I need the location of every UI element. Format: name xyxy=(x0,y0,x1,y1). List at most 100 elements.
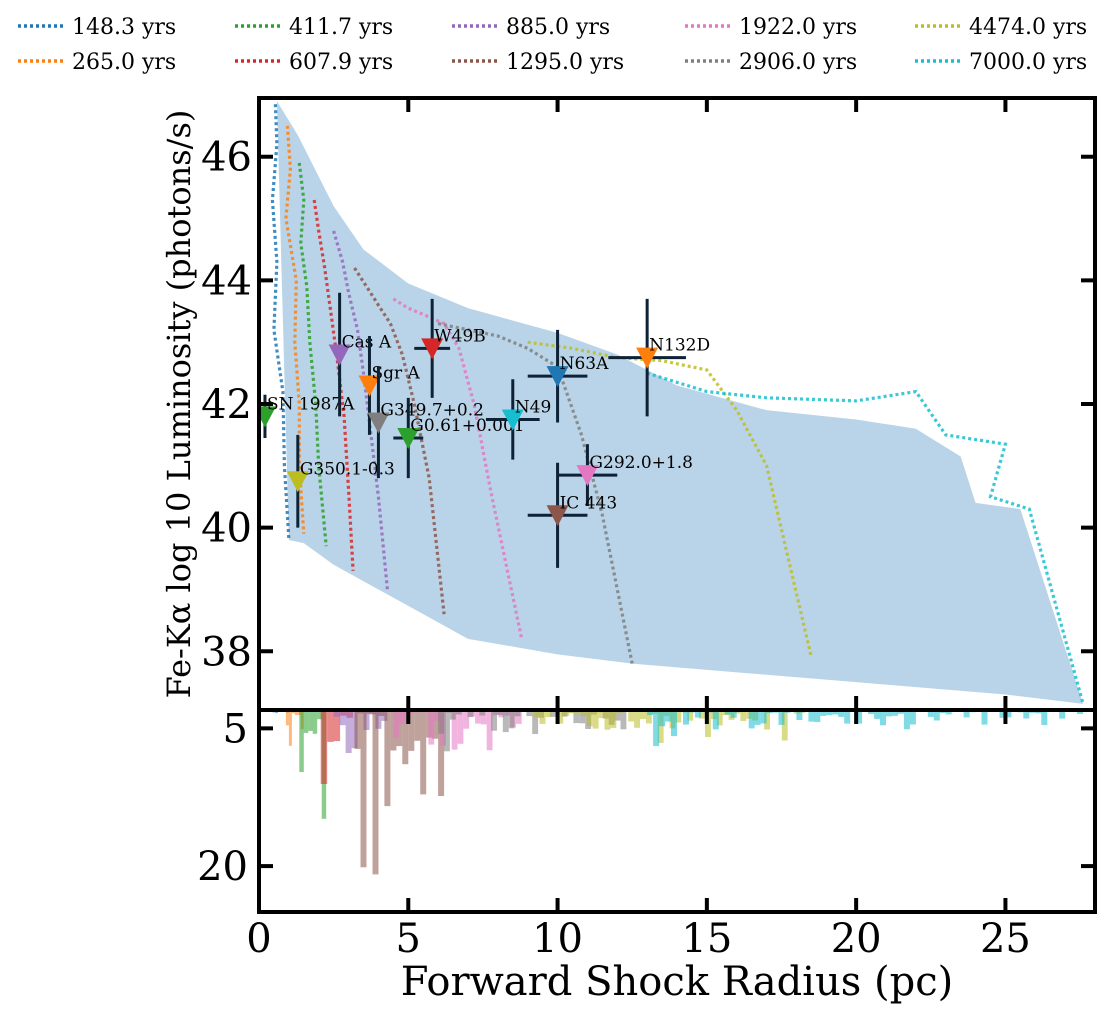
y-tick-label: 44 xyxy=(201,258,252,304)
hist-bar xyxy=(573,712,580,724)
hist-bar xyxy=(969,712,976,713)
hist-bar xyxy=(766,712,773,714)
hist-bar xyxy=(432,712,439,739)
hist-bar xyxy=(449,712,456,720)
snr-n132d: N132D xyxy=(608,298,710,417)
track-607-9-yrs xyxy=(312,199,355,571)
hist-bar xyxy=(457,712,464,744)
x-tick-label: 0 xyxy=(246,916,271,962)
hist-bar xyxy=(320,712,328,784)
hist-bar xyxy=(372,712,379,875)
hist-bar xyxy=(927,712,934,717)
legend-entry-1295-0-yrs: 1295.0 yrs xyxy=(452,50,624,75)
hist-bar xyxy=(434,712,440,722)
hist-bar xyxy=(1029,712,1036,713)
hist-bar xyxy=(653,712,660,747)
hist-bar xyxy=(781,712,788,741)
hist-bar xyxy=(808,712,815,722)
hist-bar xyxy=(285,712,289,726)
hist-bar xyxy=(844,712,851,724)
hist-bar xyxy=(366,712,373,714)
hist-bar xyxy=(740,712,747,721)
snr-label: G292.0+1.8 xyxy=(589,453,693,473)
marker-triangle xyxy=(546,505,569,527)
hist-bar xyxy=(539,712,546,724)
legend-entry-885-0-yrs: 885.0 yrs xyxy=(452,15,610,40)
hist-bar xyxy=(880,712,886,726)
hist-bar xyxy=(569,712,575,714)
hist-bar xyxy=(634,712,640,728)
x-tick-label: 20 xyxy=(831,916,882,962)
hist-bar xyxy=(486,712,493,751)
hist-bar xyxy=(1023,712,1030,719)
hist-bar xyxy=(647,712,654,715)
legend-entry-1922-0-yrs: 1922.0 yrs xyxy=(685,15,857,40)
snr-sgr-a: Sgr A xyxy=(358,336,421,435)
hist-bar xyxy=(826,712,833,715)
hist-bar xyxy=(1035,712,1042,714)
snr-label: Cas A xyxy=(342,333,392,353)
hist-bar xyxy=(549,712,556,717)
hist-bar xyxy=(799,712,806,713)
hist-bar xyxy=(665,712,672,722)
hist-bar xyxy=(628,712,635,722)
snr-label: G350.1-0.3 xyxy=(300,459,395,479)
hist-bar xyxy=(579,712,586,724)
marker-triangle xyxy=(286,471,309,493)
hist-bar xyxy=(1041,712,1048,725)
hist-bar xyxy=(532,712,539,734)
snr-label: N49 xyxy=(515,397,552,417)
marker-triangle xyxy=(397,428,420,449)
hist-bar xyxy=(463,712,470,729)
snr-label: G349.7+0.2 xyxy=(380,401,484,421)
hist-bar xyxy=(451,712,458,750)
snr-sn-1987a: SN 1987A xyxy=(259,394,355,438)
snr-n63a: N63A xyxy=(527,329,609,423)
hist-bar xyxy=(414,712,421,741)
snr-label: G0.61+0.001 xyxy=(410,416,524,436)
hist-bar xyxy=(616,712,623,713)
hist-bar xyxy=(502,712,509,733)
marker-triangle xyxy=(259,406,276,428)
hist-bar xyxy=(856,712,863,724)
hist-bar xyxy=(294,712,298,716)
y-tick-label: 40 xyxy=(201,506,252,552)
snr-g350-1-0-3: G350.1-0.3 xyxy=(286,434,395,528)
snr-label: SN 1987A xyxy=(267,394,355,414)
track-7000-0-yrs xyxy=(646,371,1085,705)
hist-bar xyxy=(360,712,367,868)
hist-bar xyxy=(327,712,334,742)
hist-bar xyxy=(699,712,705,719)
hist-bar xyxy=(760,712,767,724)
hist-bar xyxy=(545,712,552,717)
hist-bar xyxy=(508,712,515,729)
hist-bar xyxy=(730,712,737,718)
hist-bar xyxy=(455,712,462,715)
hist-bar xyxy=(586,712,593,727)
hist-bar xyxy=(724,712,731,715)
legend-label: 1922.0 yrs xyxy=(739,15,857,40)
legend-label: 2906.0 yrs xyxy=(739,50,857,75)
y-tick-label: 42 xyxy=(201,382,252,428)
hist-bar xyxy=(659,712,666,727)
hist-bar xyxy=(514,712,521,717)
hist-bar xyxy=(874,712,881,719)
marker-triangle xyxy=(636,347,659,369)
hist-bar xyxy=(939,712,946,713)
hist-bar xyxy=(575,712,581,714)
hist-bar xyxy=(480,712,487,725)
track-1922-0-yrs xyxy=(392,297,524,640)
marker-triangle xyxy=(501,409,524,431)
track-885-0-yrs xyxy=(332,230,389,590)
hist-bar xyxy=(963,712,970,718)
hist-bar xyxy=(384,712,391,807)
hist-bar xyxy=(933,712,940,721)
hist-bar xyxy=(402,712,409,765)
hist-y-tick-label: 5 xyxy=(223,706,248,752)
marker-triangle xyxy=(328,344,351,366)
hist-bar xyxy=(533,712,540,718)
hist-bar xyxy=(868,712,875,715)
legend-label: 885.0 yrs xyxy=(506,15,610,40)
hist-bar xyxy=(694,712,701,718)
hist-bar xyxy=(410,712,417,713)
